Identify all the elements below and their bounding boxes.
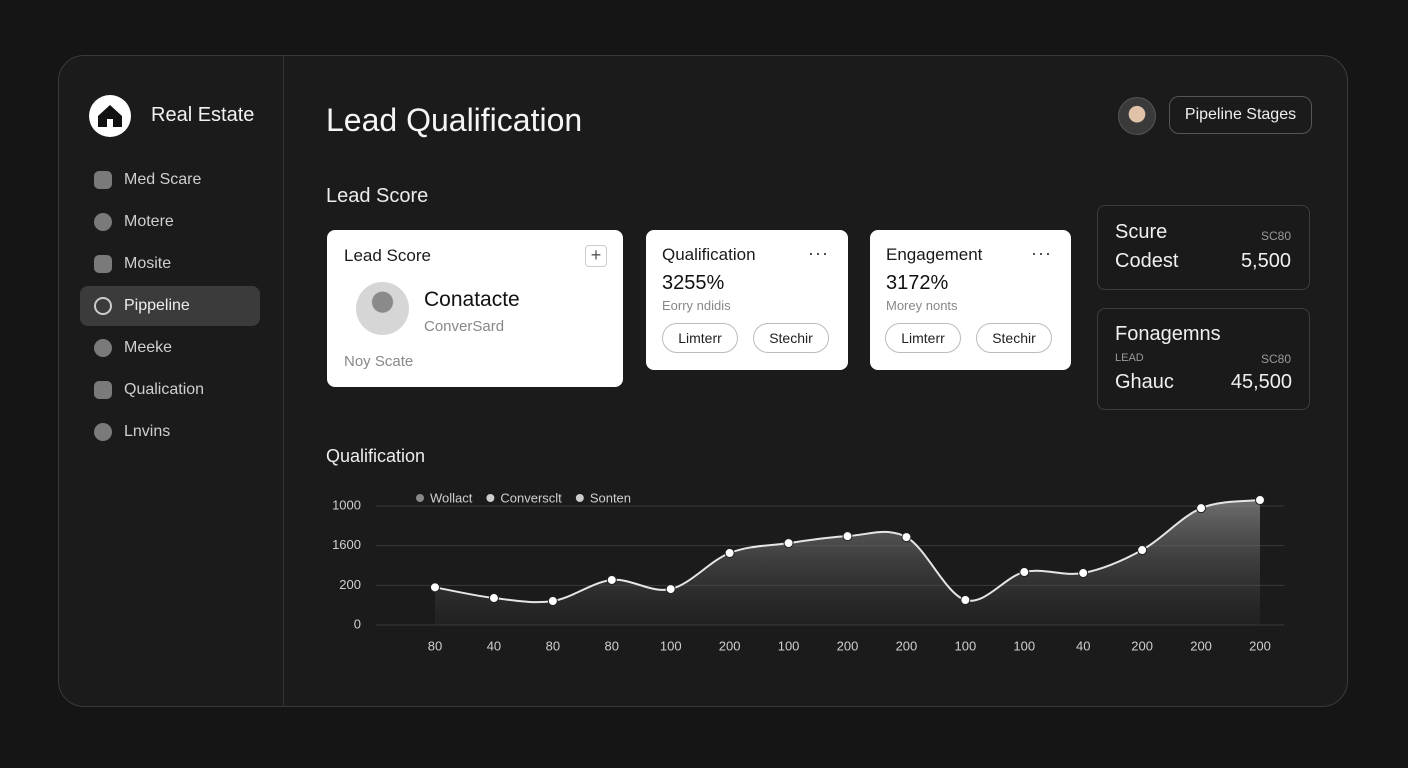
stat-label: Ghauc [1115, 371, 1174, 393]
stat-value: 45,500 [1230, 371, 1292, 393]
x-tick-label: 100 [778, 638, 800, 653]
legend-label: Conversclt [500, 490, 562, 505]
stat-label: Codest [1115, 250, 1179, 272]
stat-card: Fonagemns LEAD SC80 Ghauc 45,500 [1097, 308, 1310, 410]
data-point [1078, 568, 1089, 579]
x-tick-label: 40 [1076, 638, 1090, 653]
x-tick-label: 40 [487, 638, 501, 653]
nav-label: Mosite [124, 255, 172, 272]
section-title: Lead Score [326, 185, 429, 207]
legend-dot [486, 494, 495, 502]
sidebar-divider [283, 56, 284, 706]
nav-item[interactable]: Med Scare [80, 160, 260, 200]
brand-name: Real Estate [151, 104, 255, 126]
metric-subtitle: Morey nonts [886, 298, 958, 313]
metric-value: 3172% [886, 272, 949, 294]
page-title: Lead Qualification [326, 102, 583, 138]
stat-tag: SC80 [1260, 229, 1291, 243]
x-tick-label: 80 [546, 638, 560, 653]
stat-tag: SC80 [1260, 352, 1291, 366]
data-point [488, 593, 499, 604]
nav-label: Qualication [124, 381, 205, 398]
contact-card: Lead Score + Conatacte ConverSard Noy Sc… [327, 230, 623, 387]
data-point [1196, 503, 1207, 514]
data-point [547, 596, 558, 607]
stat-title: Fonagemns [1115, 323, 1221, 345]
nav-label: Motere [124, 213, 174, 230]
pill-button[interactable]: Limterr [885, 323, 961, 353]
y-tick-label: 0 [354, 616, 361, 631]
x-tick-label: 200 [837, 638, 859, 653]
nav-item[interactable]: Mosite [80, 244, 260, 284]
stat-title: Scure [1115, 221, 1168, 243]
nav-item[interactable]: Qualication [80, 370, 260, 410]
pill-button[interactable]: Stechir [753, 323, 829, 353]
add-button[interactable]: + [585, 245, 607, 267]
x-tick-label: 100 [955, 638, 977, 653]
data-point [1255, 495, 1265, 506]
x-tick-label: 80 [605, 638, 619, 653]
data-point [1019, 567, 1030, 578]
nav-label: Med Scare [124, 171, 202, 188]
pipeline-button[interactable]: Pipeline Stages [1169, 96, 1312, 134]
contact-footer: Noy Scate [344, 353, 414, 370]
x-tick-label: 100 [1013, 638, 1035, 653]
data-point [842, 531, 853, 542]
contact-subtitle: ConverSard [424, 318, 505, 335]
brand-logo [89, 95, 131, 137]
pill-button[interactable]: Limterr [662, 323, 738, 353]
nav-item[interactable]: Motere [80, 202, 260, 242]
stat-value: 5,500 [1240, 250, 1291, 272]
x-tick-label: 100 [660, 638, 682, 653]
area-fill [435, 500, 1260, 625]
nav-label: Meeke [124, 339, 173, 356]
nav-item[interactable]: Pippeline [80, 286, 260, 326]
nav-item[interactable]: Lnvins [80, 412, 260, 452]
pill-button[interactable]: Stechir [976, 323, 1052, 353]
x-tick-label: 200 [1249, 638, 1271, 653]
card-title: Qualification [662, 245, 756, 264]
contact-name: Conatacte [424, 288, 520, 311]
metric-card: Qualification ··· 3255% Eorry ndidis Lim… [646, 230, 848, 370]
contact-avatar [356, 282, 409, 335]
menu-button[interactable]: ··· [808, 243, 829, 263]
legend-label: Wollact [430, 490, 473, 505]
legend-label: Sonten [590, 490, 631, 505]
data-point [960, 595, 971, 606]
x-tick-label: 200 [719, 638, 741, 653]
stat-caption: LEAD [1115, 352, 1144, 364]
nav-label: Pippeline [124, 297, 190, 314]
card-title: Engagement [886, 245, 983, 264]
legend-dot [575, 494, 584, 502]
x-tick-label: 80 [428, 638, 442, 653]
x-tick-label: 200 [1190, 638, 1212, 653]
data-point [724, 548, 735, 559]
nav-label: Lnvins [124, 423, 171, 440]
chart-title: Qualification [326, 446, 426, 466]
x-tick-label: 200 [896, 638, 918, 653]
y-tick-label: 1000 [332, 497, 361, 512]
card-title: Lead Score [344, 246, 431, 265]
data-point [665, 584, 676, 595]
user-avatar[interactable] [1118, 97, 1156, 135]
x-tick-label: 200 [1131, 638, 1153, 653]
metric-card: Engagement ··· 3172% Morey nonts Limterr… [870, 230, 1071, 370]
data-point [783, 538, 794, 549]
menu-button[interactable]: ··· [1031, 243, 1052, 263]
stat-card: Scure SC80 Codest 5,500 [1097, 205, 1310, 290]
y-tick-label: 200 [339, 577, 361, 592]
legend-dot [416, 494, 424, 502]
data-point [606, 574, 617, 585]
data-point [901, 532, 912, 543]
nav-item[interactable]: Meeke [80, 328, 260, 368]
y-tick-label: 1600 [332, 537, 361, 552]
data-point [1137, 545, 1148, 556]
metric-subtitle: Eorry ndidis [662, 298, 731, 313]
metric-value: 3255% [662, 272, 725, 294]
data-point [430, 582, 440, 593]
